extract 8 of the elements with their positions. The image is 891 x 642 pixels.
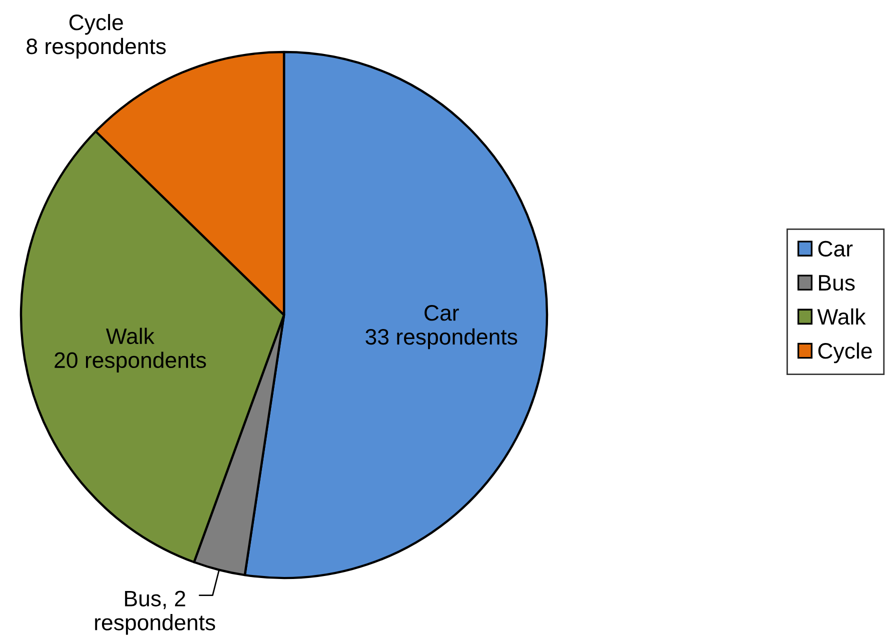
legend-label: Car (818, 240, 853, 257)
legend-label: Walk (817, 308, 866, 325)
legend-label: Cycle (818, 342, 872, 364)
data-label: Cycle 8 respondents (26, 14, 166, 59)
data-label: Bus, 2 respondents (95, 590, 216, 635)
legend-label: Bus (819, 275, 855, 291)
data-label: Walk 20 respondents (54, 328, 206, 372)
data-label: Car 33 respondents (366, 305, 518, 350)
